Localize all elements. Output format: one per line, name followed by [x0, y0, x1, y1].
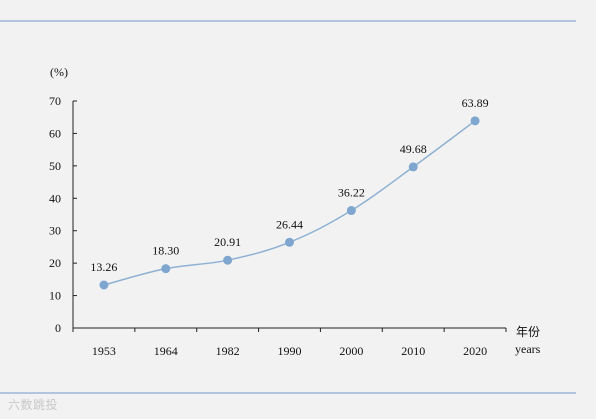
data-label: 63.89 — [462, 96, 489, 110]
data-label: 13.26 — [90, 260, 117, 274]
data-point — [346, 206, 356, 216]
x-ticks: 1953 1964 1982 1990 2000 2010 2020 — [72, 328, 507, 358]
data-label: 18.30 — [152, 244, 179, 258]
y-tick-label: 60 — [49, 126, 61, 140]
data-points — [99, 116, 480, 290]
y-tick-label: 10 — [49, 289, 61, 303]
x-tick-label: 1953 — [92, 344, 116, 358]
data-point — [161, 264, 171, 274]
x-tick-label: 2000 — [339, 344, 363, 358]
x-axis-title-en: years — [515, 342, 541, 356]
data-labels: 13.26 18.30 20.91 26.44 36.22 49.68 63.89 — [90, 96, 488, 274]
x-tick-label: 1964 — [154, 344, 178, 358]
data-point — [408, 162, 418, 172]
y-tick-label: 0 — [55, 321, 61, 335]
x-axis-title-cn: 年份 — [516, 325, 540, 339]
y-tick-label: 30 — [49, 224, 61, 238]
data-label: 20.91 — [214, 235, 241, 249]
x-tick-label: 1982 — [216, 344, 240, 358]
watermark: 六数跳投 — [8, 398, 59, 412]
data-point — [223, 255, 233, 265]
y-unit-label: (%) — [50, 65, 68, 79]
x-tick-label: 2020 — [463, 344, 487, 358]
x-tick-label: 2010 — [401, 344, 425, 358]
data-point — [470, 116, 480, 126]
y-tick-label: 50 — [49, 159, 61, 173]
y-tick-label: 70 — [49, 94, 61, 108]
data-label: 26.44 — [276, 217, 303, 231]
x-tick-label: 1990 — [278, 344, 302, 358]
data-point — [285, 237, 294, 247]
y-ticks: 0 10 20 30 40 50 60 70 — [49, 94, 77, 335]
data-label: 49.68 — [400, 142, 427, 156]
data-point — [99, 280, 109, 290]
y-tick-label: 20 — [49, 256, 61, 270]
data-label: 36.22 — [338, 186, 365, 200]
y-tick-label: 40 — [49, 191, 61, 205]
